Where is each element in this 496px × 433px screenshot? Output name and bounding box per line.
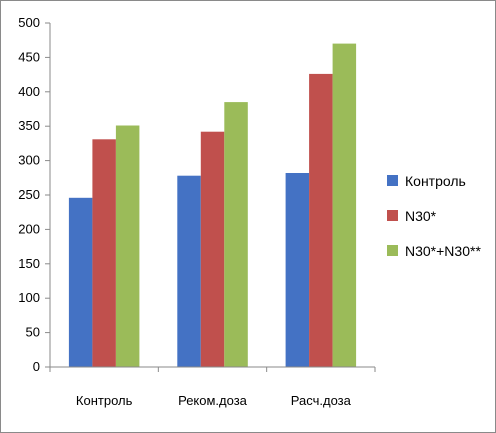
y-tick-label: 250	[18, 187, 40, 202]
x-category-label: Реком.доза	[178, 393, 248, 408]
bar-1-1	[200, 131, 225, 367]
y-tick-label: 500	[18, 15, 40, 30]
x-category-label: Расч.доза	[291, 393, 352, 408]
y-tick-label: 300	[18, 153, 40, 168]
x-axis-labels: Контроль Реком.доза Расч.доза	[76, 393, 352, 408]
y-tick-label: 50	[26, 325, 40, 340]
bar-0-0	[68, 197, 93, 367]
bar-0-1	[177, 175, 201, 367]
bar-0-2	[285, 173, 310, 367]
bars	[68, 43, 357, 368]
y-axis-ticks: 0 50 100 150 200 250 300 350 400 450 500	[18, 15, 50, 374]
bar-2-1	[224, 102, 248, 367]
y-tick-label: 200	[18, 221, 40, 236]
bar-1-0	[92, 139, 116, 367]
y-tick-label: 350	[18, 118, 40, 133]
x-category-label: Контроль	[76, 393, 133, 408]
legend-swatch-0	[387, 175, 398, 186]
bar-2-2	[332, 43, 357, 367]
y-tick-label: 150	[18, 256, 40, 271]
legend-label-2: N30*+N30**	[405, 243, 481, 259]
bar-2-0	[115, 125, 140, 367]
bar-1-2	[309, 73, 333, 368]
legend-label-0: Контроль	[405, 173, 466, 189]
legend-label-1: N30*	[405, 208, 437, 224]
y-tick-label: 100	[18, 290, 40, 305]
y-tick-label: 0	[33, 359, 40, 374]
y-tick-label: 400	[18, 84, 40, 99]
legend-swatch-1	[387, 210, 398, 221]
legend: Контроль N30* N30*+N30**	[387, 173, 481, 259]
axes	[49, 23, 376, 372]
legend-swatch-2	[387, 245, 398, 256]
y-tick-label: 450	[18, 49, 40, 64]
